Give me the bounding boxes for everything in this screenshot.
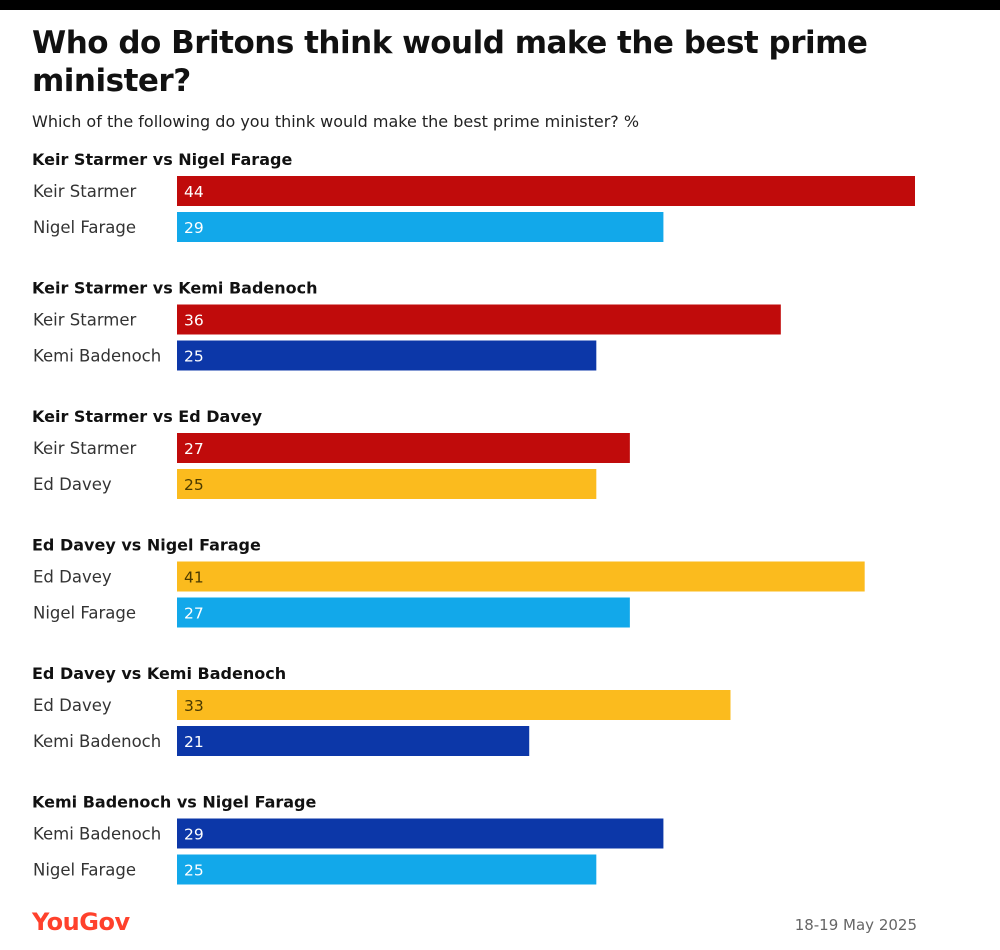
bar-value-label: 29 (184, 219, 204, 237)
bar-label: Keir Starmer (33, 182, 137, 201)
bar-value-label: 27 (184, 440, 204, 458)
top-border-bar (0, 0, 1000, 10)
group-title: Keir Starmer vs Kemi Badenoch (32, 279, 318, 298)
bar-value-label: 29 (184, 826, 204, 844)
bar (177, 726, 530, 756)
bar-value-label: 25 (184, 862, 204, 880)
bar (177, 433, 630, 463)
group-title: Ed Davey vs Kemi Badenoch (32, 664, 286, 683)
bar (177, 176, 915, 206)
bar-label: Keir Starmer (33, 439, 137, 458)
bar-label: Kemi Badenoch (33, 732, 161, 751)
bar-label: Nigel Farage (33, 218, 136, 237)
bar-label: Keir Starmer (33, 311, 137, 330)
group-title: Keir Starmer vs Nigel Farage (32, 150, 292, 169)
bar (177, 597, 630, 628)
chart-title: Who do Britons think would make the best… (32, 25, 868, 99)
bar-value-label: 36 (184, 312, 204, 330)
bar-label: Nigel Farage (33, 861, 136, 880)
bar-label: Ed Davey (33, 696, 112, 715)
bar-label: Nigel Farage (33, 604, 136, 623)
bar-label: Ed Davey (33, 568, 112, 587)
group-title: Keir Starmer vs Ed Davey (32, 407, 263, 426)
bar-value-label: 41 (184, 569, 204, 587)
bar (177, 304, 781, 335)
bar (177, 561, 865, 592)
bar-value-label: 33 (184, 697, 204, 715)
bar-value-label: 25 (184, 348, 204, 366)
chart-subtitle: Which of the following do you think woul… (32, 112, 640, 131)
group-title: Kemi Badenoch vs Nigel Farage (32, 793, 317, 812)
bar-label: Ed Davey (33, 475, 112, 494)
bar (177, 854, 597, 885)
group-title: Ed Davey vs Nigel Farage (32, 536, 261, 555)
bar-value-label: 27 (184, 605, 204, 623)
bar (177, 818, 664, 849)
bar (177, 340, 597, 371)
bar-chart: Keir Starmer vs Nigel Farage Keir Starmer… (32, 150, 915, 885)
bar-value-label: 21 (184, 733, 204, 751)
bar-label: Kemi Badenoch (33, 347, 161, 366)
bar (177, 469, 597, 499)
bar-value-label: 25 (184, 476, 204, 494)
yougov-logo: YouGov (32, 908, 130, 936)
bar-label: Kemi Badenoch (33, 825, 161, 844)
bar-value-label: 44 (184, 183, 204, 201)
bar (177, 690, 731, 720)
survey-date: 18-19 May 2025 (794, 916, 917, 934)
bar (177, 212, 664, 242)
